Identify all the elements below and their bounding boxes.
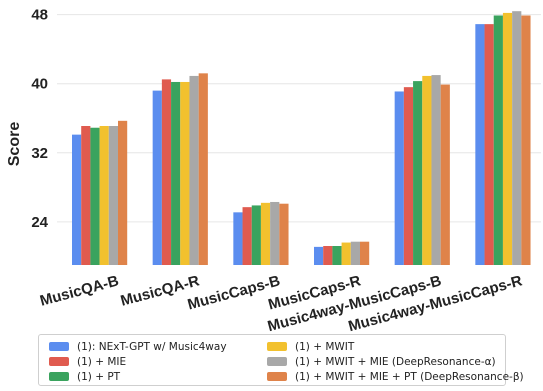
y-tick-label: 24 bbox=[31, 214, 48, 231]
legend-swatch bbox=[49, 342, 69, 351]
bar bbox=[180, 81, 190, 266]
bar bbox=[118, 120, 128, 265]
bar bbox=[81, 126, 91, 266]
gridlines bbox=[57, 14, 541, 223]
bar bbox=[360, 241, 370, 265]
bar bbox=[279, 203, 289, 265]
x-tick-label: MusicCaps-B bbox=[186, 272, 282, 313]
legend-item: (1) + MWIT + MIE (DeepResonance-α) bbox=[267, 354, 524, 369]
y-axis-title: Score bbox=[6, 122, 23, 167]
legend-swatch bbox=[267, 342, 287, 351]
bar bbox=[475, 24, 485, 265]
legend-item: (1) + MWIT + MIE + PT (DeepResonance-β) bbox=[267, 369, 524, 384]
bar bbox=[233, 212, 243, 265]
bar bbox=[341, 242, 351, 265]
bar bbox=[90, 127, 100, 265]
y-axis: 24 32 40 48 bbox=[31, 7, 48, 231]
legend-label: (1) + MWIT + MIE + PT (DeepResonance-β) bbox=[295, 370, 524, 383]
bar bbox=[99, 126, 109, 266]
legend-swatch bbox=[267, 357, 287, 366]
bar bbox=[431, 75, 441, 265]
y-tick-label: 32 bbox=[31, 145, 48, 162]
bar bbox=[72, 134, 82, 265]
bar bbox=[260, 202, 271, 265]
bar bbox=[161, 79, 172, 265]
bar bbox=[440, 84, 450, 266]
bar bbox=[521, 15, 531, 265]
bar bbox=[422, 75, 432, 266]
bar bbox=[323, 246, 333, 265]
legend-label: (1) + MWIT bbox=[295, 340, 355, 353]
bar bbox=[413, 81, 423, 265]
bar bbox=[394, 91, 404, 265]
bar bbox=[251, 205, 261, 265]
bar bbox=[171, 81, 181, 266]
bars bbox=[72, 11, 531, 266]
y-tick-label: 40 bbox=[31, 76, 48, 93]
bar bbox=[493, 15, 503, 265]
legend-label: (1) + PT bbox=[77, 370, 121, 383]
legend-item: (1) + PT bbox=[49, 369, 267, 384]
bar bbox=[198, 73, 208, 265]
legend: (1): NExT-GPT w/ Music4way (1) + MIE (1) +… bbox=[38, 334, 524, 386]
bar bbox=[484, 24, 494, 265]
bar bbox=[314, 246, 324, 265]
x-tick-label: MusicQA-B bbox=[38, 272, 121, 309]
bar bbox=[108, 126, 118, 266]
legend-label: (1) + MIE bbox=[77, 355, 127, 368]
bar bbox=[403, 87, 414, 265]
x-axis: MusicQA-BMusicQA-RMusicCaps-BMusicCaps-R… bbox=[38, 272, 524, 335]
legend-item: (1) + MWIT bbox=[267, 339, 524, 354]
bar bbox=[502, 12, 513, 266]
bar bbox=[152, 90, 162, 266]
legend-label: (1) + MWIT + MIE (DeepResonance-α) bbox=[295, 355, 496, 368]
bar bbox=[350, 241, 360, 265]
bar bbox=[189, 75, 199, 266]
bar bbox=[242, 207, 252, 265]
bar bbox=[332, 246, 342, 265]
legend-swatch bbox=[267, 372, 287, 381]
legend-swatch bbox=[49, 357, 69, 366]
bar bbox=[512, 11, 522, 266]
y-tick-label: 48 bbox=[31, 7, 48, 24]
legend-item: (1): NExT-GPT w/ Music4way bbox=[49, 339, 267, 354]
legend-swatch bbox=[49, 372, 69, 381]
bar bbox=[270, 201, 280, 265]
legend-item: (1) + MIE bbox=[49, 354, 267, 369]
legend-label: (1): NExT-GPT w/ Music4way bbox=[77, 340, 227, 353]
